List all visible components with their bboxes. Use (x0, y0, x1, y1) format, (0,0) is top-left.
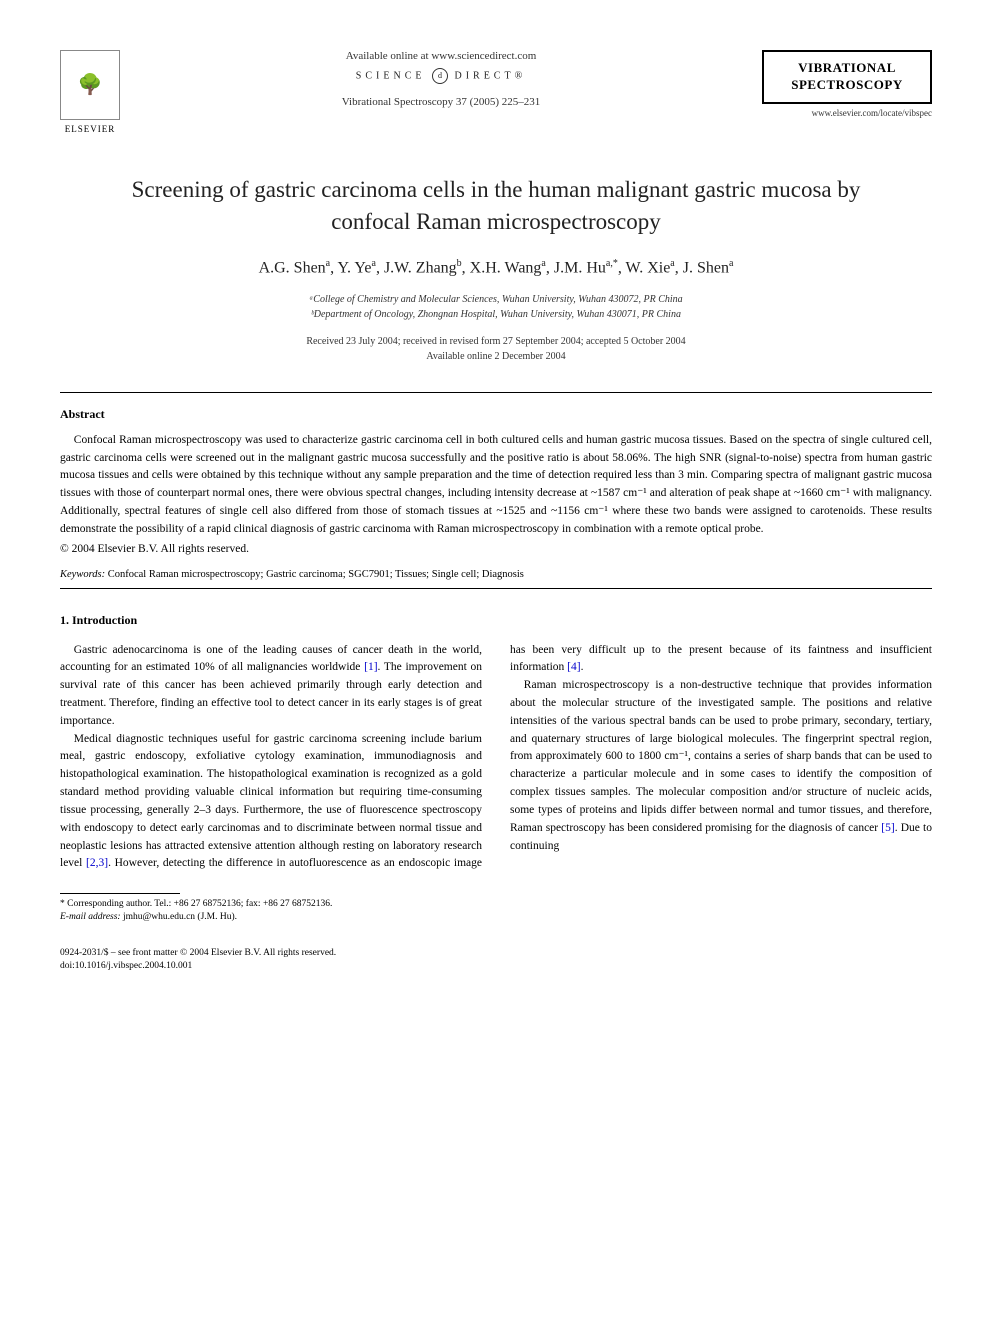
rule-below-keywords (60, 588, 932, 589)
elsevier-tree-icon: 🌳 (60, 50, 120, 120)
affiliations: ᵃCollege of Chemistry and Molecular Scie… (60, 292, 932, 322)
intro-para-3: Raman microspectroscopy is a non-destruc… (510, 677, 932, 855)
footer-line1: 0924-2031/$ – see front matter © 2004 El… (60, 947, 932, 960)
journal-title-box: VIBRATIONAL SPECTROSCOPY (762, 50, 932, 104)
tree-glyph: 🌳 (78, 75, 103, 95)
corresponding-author-footnote: * Corresponding author. Tel.: +86 27 687… (60, 898, 932, 925)
publisher-name: ELSEVIER (60, 124, 120, 134)
sd-left: SCIENCE (356, 70, 426, 81)
authors-line: A.G. Shena, Y. Yea, J.W. Zhangb, X.H. Wa… (60, 258, 932, 277)
footnote-email: jmhu@whu.edu.cn (J.M. Hu). (121, 912, 237, 922)
intro-para-1: Gastric adenocarcinoma is one of the lea… (60, 642, 482, 731)
affiliation-b: ᵇDepartment of Oncology, Zhongnan Hospit… (60, 307, 932, 322)
journal-box-wrapper: VIBRATIONAL SPECTROSCOPY www.elsevier.co… (762, 50, 932, 118)
journal-url: www.elsevier.com/locate/vibspec (762, 108, 932, 118)
dates-online: Available online 2 December 2004 (60, 349, 932, 364)
affiliation-a: ᵃCollege of Chemistry and Molecular Scie… (60, 292, 932, 307)
abstract-copyright: © 2004 Elsevier B.V. All rights reserved… (60, 543, 932, 555)
paper-header: 🌳 ELSEVIER Available online at www.scien… (60, 50, 932, 134)
footnote-email-label: E-mail address: (60, 912, 121, 922)
center-header: Available online at www.sciencedirect.co… (120, 50, 762, 108)
abstract-body: Confocal Raman microspectroscopy was use… (60, 432, 932, 539)
keywords-label: Keywords: (60, 569, 105, 580)
sd-symbol-icon: d (432, 68, 448, 84)
article-title: Screening of gastric carcinoma cells in … (100, 174, 892, 238)
p2-a: Medical diagnostic techniques useful for… (60, 733, 482, 870)
ref-link-1[interactable]: [1] (364, 661, 377, 673)
publisher-logo-block: 🌳 ELSEVIER (60, 50, 120, 134)
journal-name-line1: VIBRATIONAL (776, 60, 918, 77)
journal-name-line2: SPECTROSCOPY (776, 77, 918, 94)
p3-a: Raman microspectroscopy is a non-destruc… (510, 679, 932, 834)
footnote-email-line: E-mail address: jmhu@whu.edu.cn (J.M. Hu… (60, 911, 932, 924)
dates-received: Received 23 July 2004; received in revis… (60, 334, 932, 349)
sd-right: DIRECT (454, 70, 514, 81)
ref-link-2-3[interactable]: [2,3] (86, 857, 108, 869)
ref-link-4[interactable]: [4] (567, 661, 580, 673)
footnote-corr: * Corresponding author. Tel.: +86 27 687… (60, 898, 932, 911)
intro-text: Gastric adenocarcinoma is one of the lea… (60, 642, 932, 874)
footer-doi: doi:10.1016/j.vibspec.2004.10.001 (60, 960, 932, 973)
article-dates: Received 23 July 2004; received in revis… (60, 334, 932, 364)
rule-above-abstract (60, 392, 932, 393)
keywords-text: Confocal Raman microspectroscopy; Gastri… (105, 569, 524, 580)
science-direct-logo: SCIENCE d DIRECT® (140, 68, 742, 84)
footnote-rule (60, 893, 180, 894)
p2-c: . (581, 661, 584, 673)
body-columns: 1. Introduction Gastric adenocarcinoma i… (60, 613, 932, 874)
journal-reference: Vibrational Spectroscopy 37 (2005) 225–2… (140, 96, 742, 108)
footer-copyright: 0924-2031/$ – see front matter © 2004 El… (60, 947, 932, 974)
keywords-line: Keywords: Confocal Raman microspectrosco… (60, 569, 932, 580)
available-online-text: Available online at www.sciencedirect.co… (140, 50, 742, 62)
ref-link-5[interactable]: [5] (881, 822, 894, 834)
section-heading-intro: 1. Introduction (60, 613, 932, 628)
abstract-paragraph: Confocal Raman microspectroscopy was use… (60, 432, 932, 539)
abstract-heading: Abstract (60, 407, 932, 422)
